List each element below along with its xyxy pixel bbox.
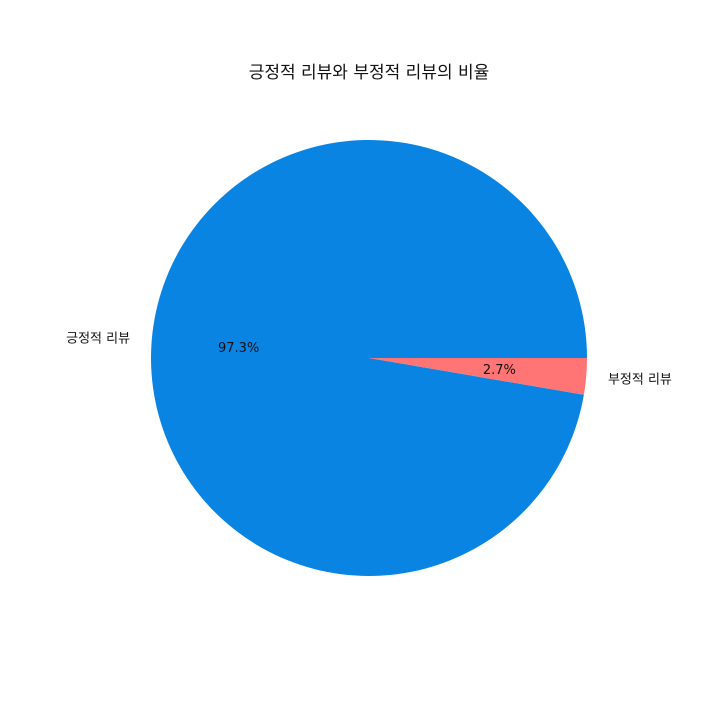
pie-slice-1 (150, 140, 587, 577)
chart-title: 긍정적 리뷰와 부정적 리뷰의 비율 (249, 63, 490, 83)
pie-labels: 97.3% 긍정적 리뷰 2.7% 부정적 리뷰 (66, 332, 672, 388)
slice-percent-label-2: 2.7% (483, 363, 516, 378)
slice-percent-label-1: 97.3% (218, 341, 259, 356)
slice-category-label-1: 긍정적 리뷰 (66, 332, 130, 347)
slice-category-label-2: 부정적 리뷰 (608, 372, 672, 387)
pie-slice-2 (369, 358, 587, 395)
pie-slices (150, 140, 587, 577)
